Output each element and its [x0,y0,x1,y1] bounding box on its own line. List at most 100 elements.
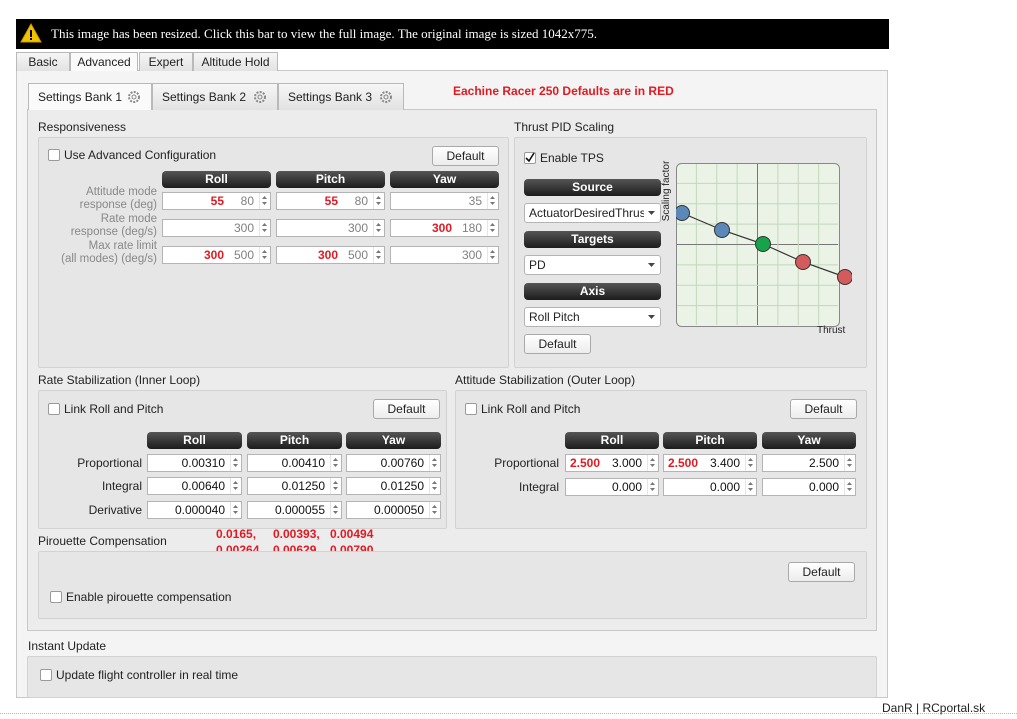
dropdown[interactable]: ActuatorDesiredThrust [524,203,661,223]
spin-value: 0.00640 [181,479,225,493]
spinner [259,193,267,209]
credit: DanR | RCportal.sk [882,701,986,715]
checkbox[interactable] [40,669,52,681]
spin-box[interactable]: 0.00640 [147,477,242,495]
spin-box[interactable]: 0.000 [663,478,757,496]
spin-box[interactable]: 35 [390,192,499,210]
section-header: Axis [524,283,661,300]
checkbox[interactable] [524,152,536,164]
gear-icon [254,91,266,103]
note: Eachine Racer 250 Defaults are in RED [453,84,674,98]
spin-value: 3.000 [611,456,642,470]
spin-box[interactable]: 2.500 3.400 [663,454,757,472]
column-header: Yaw [390,171,499,188]
spin-box[interactable]: 2.500 [762,454,856,472]
group-title: Thrust PID Scaling [514,120,615,134]
button[interactable]: Default [432,146,499,166]
banner-text[interactable]: This image has been resized. Click this … [51,26,597,41]
group-box [27,656,877,698]
spin-value: 300 [347,221,368,235]
checkbox[interactable] [48,149,60,161]
spin-value: 300 [233,221,254,235]
spin-box[interactable]: 300 [162,219,271,237]
spinner [647,455,655,471]
column-header: Yaw [346,432,441,449]
spin-box[interactable]: 2.500 3.000 [565,454,659,472]
button[interactable]: Default [790,399,857,419]
default-value: 300 [203,248,224,262]
group-title: Responsiveness [38,120,127,134]
spin-value: 80 [240,194,254,208]
bank-tab[interactable]: Settings Bank 3 [278,83,404,110]
banner[interactable] [16,19,889,49]
spin-value: 0.000050 [373,503,424,517]
spin-value: 0.000 [709,480,740,494]
row-label-line: Attitude mode [86,186,157,198]
row-label: Integral [101,479,142,493]
bank-tab-label: Settings Bank 3 [288,90,373,104]
spin-value: 0.00410 [281,456,325,470]
column-header: Yaw [762,432,856,449]
tab[interactable]: Basic [16,52,70,71]
spin-box[interactable]: 300 [276,219,385,237]
spinner [745,479,753,495]
spin-box[interactable]: 0.000 [762,478,856,496]
row-label: Max rate limit (all modes) (deg/s) [40,240,157,268]
column-header: Pitch [247,432,342,449]
spin-box[interactable]: 300 [390,246,499,264]
checkbox[interactable] [465,403,477,415]
spin-box[interactable]: 0.000055 [247,501,342,519]
dropdown[interactable]: PD [524,255,661,275]
spin-box[interactable]: 300 500 [162,246,271,264]
spin-box[interactable]: 300 500 [276,246,385,264]
row-label-line: (all modes) (deg/s) [61,253,157,265]
dropdown-arrow [648,315,655,319]
spinner [373,220,381,236]
spin-value: 0.00760 [380,456,424,470]
spin-box[interactable]: 0.00410 [247,454,342,472]
bank-tab[interactable]: Settings Bank 2 [152,83,278,110]
spinner [429,455,437,471]
dropdown[interactable]: Roll Pitch [524,307,661,327]
column-header: Pitch [276,171,385,188]
button[interactable]: Default [373,399,440,419]
spin-box[interactable]: 0.00760 [346,454,441,472]
spinner [844,479,852,495]
checkbox[interactable] [48,403,60,415]
default-value: 2.500 [667,456,698,470]
tab[interactable]: Advanced [70,52,138,71]
dropdown-value: PD [529,258,546,272]
spinner [745,455,753,471]
dropdown-arrow [648,211,655,215]
default-value: 55 [210,194,224,208]
spin-box[interactable]: 55 80 [276,192,385,210]
spin-box[interactable]: 0.00310 [147,454,242,472]
button[interactable]: Default [788,562,855,582]
row-label-line: Max rate limit [88,240,157,252]
checkbox[interactable] [50,591,62,603]
spin-box[interactable]: 0.000 [565,478,659,496]
spinner [230,478,238,494]
row-label: Attitude mode response (deg) [40,186,157,214]
tab[interactable]: Expert [139,52,193,71]
row-label: Derivative [88,503,142,517]
spin-box[interactable]: 0.01250 [247,477,342,495]
spin-box[interactable]: 0.000040 [147,501,242,519]
row-label: Proportional [494,456,559,470]
spin-value: 0.00310 [181,456,225,470]
row-label-line: response (deg/s) [70,226,157,238]
button[interactable]: Default [524,334,591,354]
spinner [373,247,381,263]
checkbox-label: Use Advanced Configuration [64,148,217,162]
column-header: Roll [147,432,242,449]
bank-tab-label: Settings Bank 2 [162,90,247,104]
spin-box[interactable]: 0.000050 [346,501,441,519]
checkbox-label: Link Roll and Pitch [64,402,164,416]
tab[interactable]: Altitude Hold [193,52,278,71]
spin-box[interactable]: 0.01250 [346,477,441,495]
spin-value: 0.000 [808,480,839,494]
spinner [487,220,495,236]
bank-tab[interactable]: Settings Bank 1 [28,83,152,110]
spin-box[interactable]: 300 180 [390,219,499,237]
spin-box[interactable]: 55 80 [162,192,271,210]
